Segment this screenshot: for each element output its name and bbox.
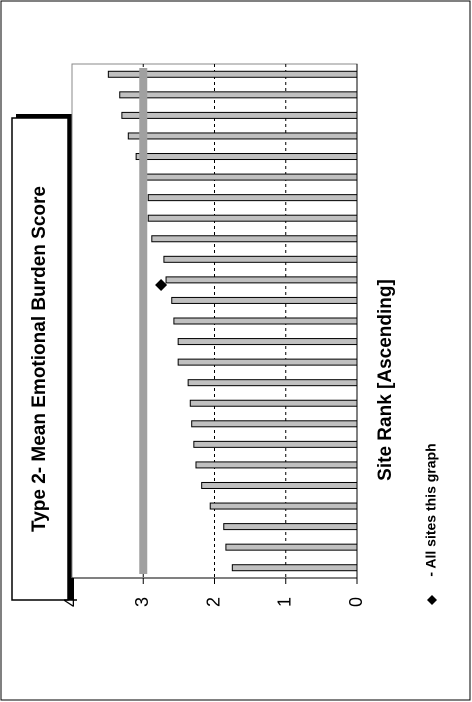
bar — [191, 420, 358, 428]
bar — [231, 564, 358, 572]
chart-title: Type 2- Mean Emotional Burden Score — [29, 186, 50, 532]
bar — [127, 132, 358, 140]
tick-label: 3 — [132, 597, 152, 607]
bar — [193, 440, 358, 448]
bar — [121, 111, 358, 119]
bar — [171, 296, 358, 304]
bar — [147, 194, 358, 202]
tick-label: 1 — [275, 597, 295, 607]
bar — [201, 481, 358, 489]
bar — [165, 276, 358, 284]
bar — [177, 338, 358, 346]
bar — [135, 153, 358, 161]
bar — [187, 379, 358, 387]
overall-marker — [155, 279, 168, 291]
bar — [225, 543, 358, 551]
bar — [195, 461, 358, 469]
bar — [145, 173, 358, 181]
tick-label: 2 — [203, 597, 223, 607]
bar — [189, 399, 358, 407]
bar — [209, 502, 358, 510]
legend-label: - All sites this graph — [423, 443, 439, 576]
tick-label: 4 — [61, 597, 81, 607]
bar — [147, 214, 358, 222]
tick-label: 0 — [346, 597, 366, 607]
bar — [177, 358, 358, 366]
bar — [151, 235, 358, 243]
bar — [223, 523, 358, 531]
bar — [173, 317, 358, 325]
bar — [163, 255, 358, 263]
legend-marker — [427, 595, 437, 605]
bar — [119, 91, 358, 99]
title-box — [11, 117, 69, 601]
axis-title: Site Rank [Ascending] — [375, 279, 396, 481]
